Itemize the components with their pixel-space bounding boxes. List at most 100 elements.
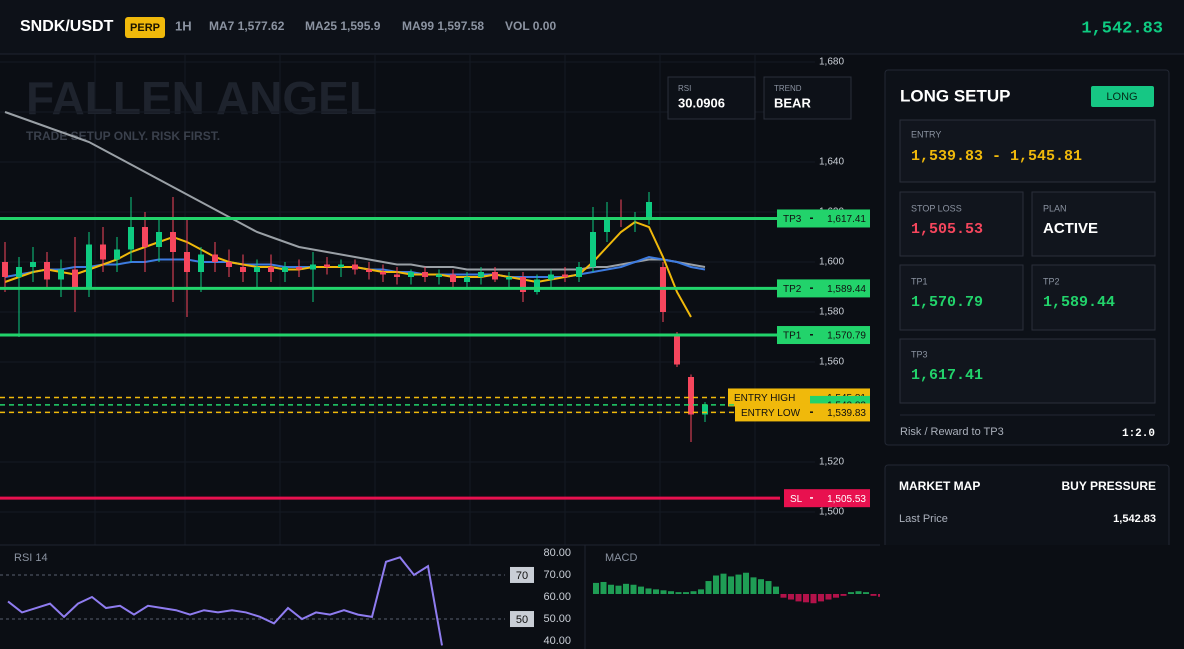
macd-bar: [675, 592, 682, 594]
candle-body: [520, 277, 526, 292]
card: [899, 338, 1156, 404]
candle-body: [198, 254, 204, 272]
candle-body: [450, 274, 456, 282]
market-map-title: MARKET MAP: [899, 479, 980, 493]
candle-body: [422, 272, 428, 277]
candle-body: [268, 267, 274, 272]
rr-label: Risk / Reward to TP3: [900, 426, 1004, 438]
level-value: 1,505.53: [827, 494, 866, 505]
macd-bar: [743, 572, 749, 594]
level-tag: [784, 489, 870, 508]
header-bar: [0, 0, 1184, 54]
level-tag: [777, 279, 870, 298]
macd-bar: [765, 581, 772, 594]
macd-bar: [653, 589, 659, 594]
candle-body: [604, 217, 610, 232]
y-tick-label: 1,560: [819, 357, 844, 368]
macd-bar: [863, 592, 869, 594]
macd-bar: [780, 593, 787, 598]
level-name: TP2: [783, 284, 802, 295]
macd-bar: [615, 585, 622, 594]
candle-body: [2, 262, 8, 277]
level-tag: [777, 209, 870, 228]
candle-body: [86, 244, 92, 287]
card: [899, 264, 1024, 331]
candle-body: [240, 267, 246, 272]
macd-bar: [683, 592, 689, 594]
card-value: 1,539.83 - 1,545.81: [911, 148, 1082, 165]
macd-bar: [773, 586, 779, 594]
candle-body: [380, 272, 386, 275]
badge-bg: [125, 17, 165, 38]
candle-body: [366, 269, 372, 272]
level-sep: [810, 497, 813, 499]
rsi-level-label: 50: [516, 614, 528, 626]
candle-body: [324, 264, 330, 267]
macd-bar: [713, 575, 719, 594]
macd-bar: [698, 589, 704, 594]
candle-body: [338, 264, 344, 267]
macd-bar: [623, 583, 629, 594]
candle-body: [394, 274, 400, 277]
candle-body: [590, 232, 596, 267]
level-tag: [777, 326, 870, 345]
rr-value: 1:2.0: [1122, 428, 1155, 440]
rsi-level-tag: [510, 611, 534, 628]
card-label: TP3: [911, 349, 928, 359]
badge: PERP: [130, 22, 160, 34]
candle-body: [702, 404, 708, 415]
info-value: BEAR: [774, 95, 811, 110]
rsi-level-label: 70: [516, 570, 528, 582]
level-name: SL: [790, 494, 803, 505]
price: 1,542.83: [1081, 19, 1163, 38]
macd-bar: [833, 593, 839, 598]
last-label: Last Price: [899, 513, 948, 525]
candle-body: [184, 252, 190, 272]
macd-bar: [645, 588, 652, 594]
candle-body: [156, 232, 162, 247]
y-tick-label: 1,600: [819, 257, 844, 268]
candle-body: [58, 269, 64, 280]
grid: [94, 55, 756, 545]
candle-body: [674, 334, 680, 365]
candle-body: [436, 274, 442, 277]
macd-bar: [795, 593, 802, 602]
candle-body: [44, 262, 50, 280]
panel-title: MACD: [605, 552, 637, 564]
y-tick-label: 1,520: [819, 457, 844, 468]
y-tick-label: 40.00: [543, 635, 571, 647]
card-label: ENTRY: [911, 129, 941, 139]
info-box: [763, 76, 852, 120]
indicator: MA99 1,597.58: [402, 19, 484, 33]
y-tick-label: 1,640: [819, 157, 844, 168]
setup-title: LONG SETUP: [900, 86, 1011, 105]
candle-body: [492, 272, 498, 280]
macd-bar: [630, 584, 637, 594]
candle-body: [142, 227, 148, 247]
level-sep: [810, 411, 813, 413]
macd-bar: [690, 591, 697, 594]
level-value: 1,617.41: [827, 214, 866, 225]
rsi-line: [7, 556, 443, 646]
subtitle: TRADE SETUP ONLY. RISK FIRST.: [26, 129, 220, 143]
macd-bar: [735, 574, 742, 594]
candle-body: [534, 279, 540, 292]
symbol: SNDK/USDT: [20, 18, 114, 35]
panel-mask: [880, 545, 1184, 649]
rsi-panel: 80.00 70.00 60.00 50.00 40.00 70 50: [0, 547, 571, 647]
candle-body: [478, 272, 484, 277]
card: [899, 191, 1024, 257]
y-tick-label: 1,580: [819, 307, 844, 318]
candle-body: [72, 269, 78, 287]
macd-bar: [870, 593, 877, 596]
candle-body: [296, 267, 302, 270]
y-tick-label: 1,680: [819, 57, 844, 68]
candle-body: [506, 277, 512, 280]
macd-bar: [818, 593, 824, 602]
candle-body: [254, 267, 260, 272]
setup-badge-bg: [1091, 86, 1154, 107]
candle-body: [128, 227, 134, 250]
candle-body: [282, 267, 288, 272]
candle-body: [212, 254, 218, 262]
